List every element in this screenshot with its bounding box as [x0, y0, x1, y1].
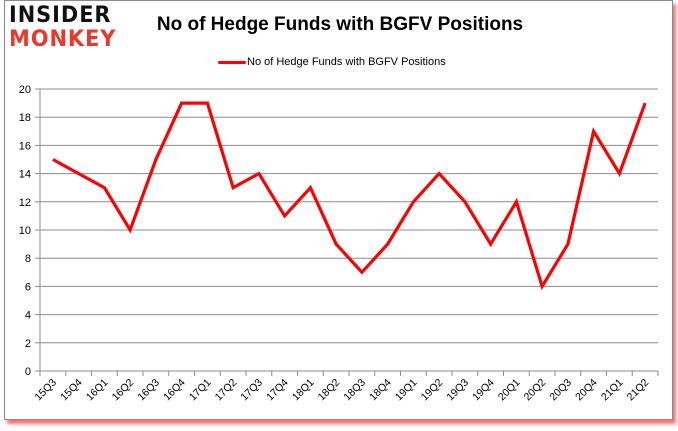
x-tick-label: 17Q4 — [264, 377, 291, 404]
legend-label: No of Hedge Funds with BGFV Positions — [247, 56, 446, 68]
x-tick-label: 17Q1 — [187, 377, 214, 404]
x-tick-label: 18Q3 — [341, 377, 368, 404]
x-tick-label: 18Q1 — [290, 377, 317, 404]
x-tick-label: 19Q1 — [393, 377, 420, 404]
x-tick-label: 20Q2 — [522, 377, 549, 404]
gridlines — [40, 88, 658, 344]
chart-title: No of Hedge Funds with BGFV Positions — [156, 14, 524, 35]
x-tick-label: 20Q4 — [573, 377, 600, 404]
x-tick-label: 15Q3 — [32, 377, 59, 404]
y-tick-label: 16 — [19, 140, 31, 152]
x-tick-label: 17Q3 — [238, 377, 265, 404]
logo-line-1: INSIDER — [9, 3, 112, 28]
x-tick-label: 21Q1 — [599, 377, 626, 404]
y-tick-label: 4 — [25, 310, 31, 322]
x-tick-label: 18Q4 — [367, 377, 394, 404]
x-tick-label: 21Q2 — [625, 377, 652, 404]
x-tick-label: 16Q3 — [135, 377, 162, 404]
series-line — [52, 101, 647, 291]
x-tick-label: 20Q3 — [547, 377, 574, 404]
y-tick-label: 18 — [19, 112, 31, 124]
x-tick-label: 19Q2 — [419, 377, 446, 404]
legend-line-swatch-icon — [218, 60, 246, 64]
y-tick-label: 2 — [25, 338, 31, 350]
x-tick-label: 16Q1 — [84, 377, 111, 404]
y-tick-label: 8 — [25, 253, 31, 265]
x-tick-label: 17Q2 — [213, 377, 240, 404]
x-tick-label: 18Q2 — [316, 377, 343, 404]
x-tick-label: 19Q3 — [444, 377, 471, 404]
y-tick-label: 12 — [19, 197, 31, 209]
x-tick-label: 20Q1 — [496, 377, 523, 404]
x-tick-label: 15Q4 — [58, 377, 85, 404]
chart-frame — [4, 0, 673, 420]
y-axis-ticks: 0 2 4 6 8 10 12 14 16 18 20 — [19, 84, 40, 378]
x-axis-ticks: 15Q3 15Q4 16Q1 16Q2 16Q3 16Q4 17Q1 17Q2 17Q3 17Q4… — [32, 371, 659, 404]
chart-legend: No of Hedge Funds with BGFV Positions — [218, 54, 446, 70]
y-tick-label: 14 — [19, 169, 31, 181]
y-tick-label: 10 — [19, 225, 31, 237]
logo-line-2: MONKEY — [9, 27, 117, 52]
y-tick-label: 20 — [19, 84, 31, 96]
y-tick-label: 0 — [25, 366, 31, 378]
insider-monkey-logo: INSIDER MONKEY — [9, 4, 129, 54]
x-tick-label: 16Q4 — [161, 377, 188, 404]
y-tick-label: 6 — [25, 281, 31, 293]
x-tick-label: 19Q4 — [470, 377, 497, 404]
x-tick-label: 16Q2 — [110, 377, 137, 404]
